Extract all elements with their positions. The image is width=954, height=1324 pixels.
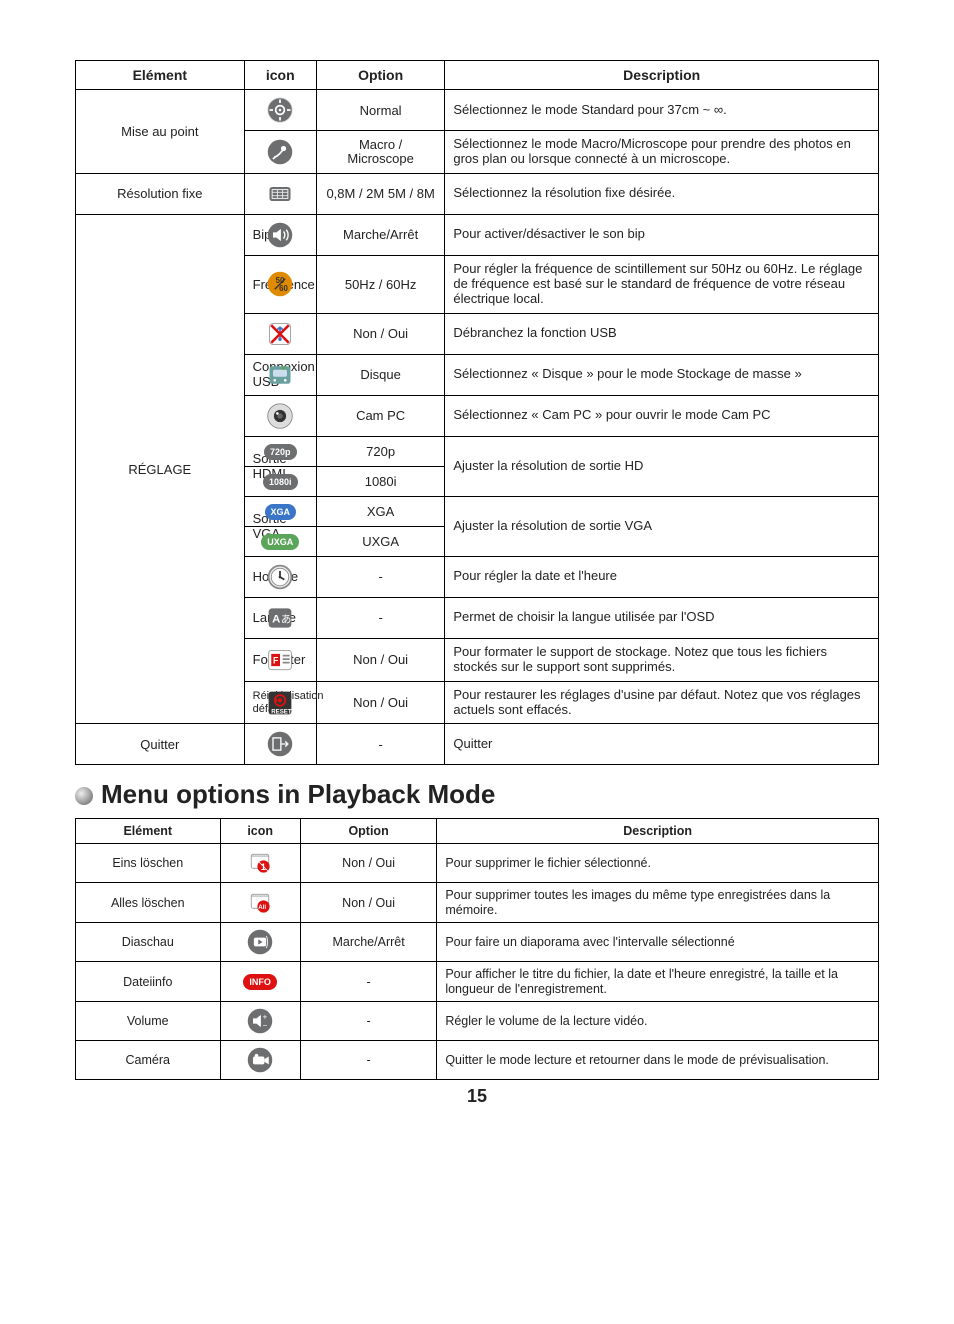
svg-text:あ: あ xyxy=(281,613,292,625)
svg-text:−: − xyxy=(263,1021,268,1030)
camera-icon xyxy=(220,1040,300,1079)
langue-desc: Permet de choisir la langue utilisée par… xyxy=(445,597,879,638)
delete-all-icon: All xyxy=(220,883,300,923)
volume-icon: +− xyxy=(220,1001,300,1040)
usb-cam-option: Cam PC xyxy=(316,395,444,436)
usb-cam-icon xyxy=(244,395,316,436)
th2-element: Elément xyxy=(76,819,221,844)
hdmi-desc: Ajuster la résolution de sortie HD xyxy=(445,436,879,496)
th2-icon: icon xyxy=(220,819,300,844)
th-element: Elément xyxy=(76,61,245,90)
row-quitter-label: Quitter xyxy=(76,724,245,765)
usb-off-desc: Débranchez la fonction USB xyxy=(445,313,879,354)
row-reglage-label: RÉGLAGE xyxy=(76,214,245,724)
r2-desc: Pour faire un diaporama avec l'intervall… xyxy=(437,923,879,962)
svg-text:60: 60 xyxy=(279,284,288,293)
r0-opt: Non / Oui xyxy=(300,844,437,883)
bip-desc: Pour activer/désactiver le son bip xyxy=(445,214,879,255)
r3-opt: - xyxy=(300,962,437,1002)
freq-option: 50Hz / 60Hz xyxy=(316,255,444,313)
section-heading: Menu options in Playback Mode xyxy=(75,779,879,810)
row-resfixe-label: Résolution fixe xyxy=(76,173,245,214)
vga-xga-option: XGA xyxy=(316,496,444,526)
resfixe-desc: Sélectionnez la résolution fixe désirée. xyxy=(445,173,879,214)
usb-disk-option: Disque xyxy=(316,354,444,395)
focus-macro-desc: Sélectionnez le mode Macro/Microscope po… xyxy=(445,131,879,174)
settings-table: Elément icon Option Description Mise au … xyxy=(75,60,879,765)
focus-normal-desc: Sélectionnez le mode Standard pour 37cm … xyxy=(445,90,879,131)
page-number: 15 xyxy=(75,1086,879,1107)
vga-uxga-option: UXGA xyxy=(316,526,444,556)
focus-macro-icon xyxy=(244,131,316,174)
r0-desc: Pour supprimer le fichier sélectionné. xyxy=(437,844,879,883)
r3-el: Dateiinfo xyxy=(76,962,221,1002)
r2-el: Diaschau xyxy=(76,923,221,962)
quitter-desc: Quitter xyxy=(445,724,879,765)
r5-opt: - xyxy=(300,1040,437,1079)
svg-text:A: A xyxy=(272,613,280,625)
usb-off-icon xyxy=(244,313,316,354)
vga-desc: Ajuster la résolution de sortie VGA xyxy=(445,496,879,556)
usb-cam-desc: Sélectionnez « Cam PC » pour ouvrir le m… xyxy=(445,395,879,436)
reset-option: Non / Oui xyxy=(316,681,444,724)
focus-normal-icon xyxy=(244,90,316,131)
th2-option: Option xyxy=(300,819,437,844)
svg-text:F: F xyxy=(273,655,279,665)
r1-desc: Pour supprimer toutes les images du même… xyxy=(437,883,879,923)
delete-one-icon: 1 xyxy=(220,844,300,883)
svg-text:RESET: RESET xyxy=(272,708,293,715)
formater-option: Non / Oui xyxy=(316,638,444,681)
r0-el: Eins löschen xyxy=(76,844,221,883)
th2-description: Description xyxy=(437,819,879,844)
usb-off-option: Non / Oui xyxy=(316,313,444,354)
bip-option: Marche/Arrêt xyxy=(316,214,444,255)
r4-opt: - xyxy=(300,1001,437,1040)
reset-desc: Pour restaurer les réglages d'usine par … xyxy=(445,681,879,724)
formater-desc: Pour formater le support de stockage. No… xyxy=(445,638,879,681)
th-option: Option xyxy=(316,61,444,90)
bullet-icon xyxy=(75,787,93,805)
section-title-text: Menu options in Playback Mode xyxy=(101,779,495,809)
slideshow-icon xyxy=(220,923,300,962)
th-icon: icon xyxy=(244,61,316,90)
r4-el: Volume xyxy=(76,1001,221,1040)
r2-opt: Marche/Arrêt xyxy=(300,923,437,962)
row-focus-label: Mise au point xyxy=(76,90,245,174)
svg-text:1: 1 xyxy=(261,862,266,872)
focus-normal-option: Normal xyxy=(316,90,444,131)
r4-desc: Régler le volume de la lecture vidéo. xyxy=(437,1001,879,1040)
quitter-option: - xyxy=(316,724,444,765)
th-description: Description xyxy=(445,61,879,90)
horloge-desc: Pour régler la date et l'heure xyxy=(445,556,879,597)
exit-icon xyxy=(244,724,316,765)
r5-el: Caméra xyxy=(76,1040,221,1079)
r3-desc: Pour afficher le titre du fichier, la da… xyxy=(437,962,879,1002)
hdmi-1080-option: 1080i xyxy=(316,466,444,496)
horloge-option: - xyxy=(316,556,444,597)
langue-option: - xyxy=(316,597,444,638)
r1-el: Alles löschen xyxy=(76,883,221,923)
hdmi-720-option: 720p xyxy=(316,436,444,466)
r1-opt: Non / Oui xyxy=(300,883,437,923)
svg-text:All: All xyxy=(258,904,266,911)
svg-text:+: + xyxy=(263,1012,268,1021)
playback-table: Elément icon Option Description Eins lös… xyxy=(75,818,879,1080)
freq-desc: Pour régler la fréquence de scintillemen… xyxy=(445,255,879,313)
resfixe-icon xyxy=(244,173,316,214)
usb-disk-desc: Sélectionnez « Disque » pour le mode Sto… xyxy=(445,354,879,395)
info-icon: INFO xyxy=(220,962,300,1002)
r5-desc: Quitter le mode lecture et retourner dan… xyxy=(437,1040,879,1079)
focus-macro-option: Macro / Microscope xyxy=(316,131,444,174)
resfixe-option: 0,8M / 2M 5M / 8M xyxy=(316,173,444,214)
